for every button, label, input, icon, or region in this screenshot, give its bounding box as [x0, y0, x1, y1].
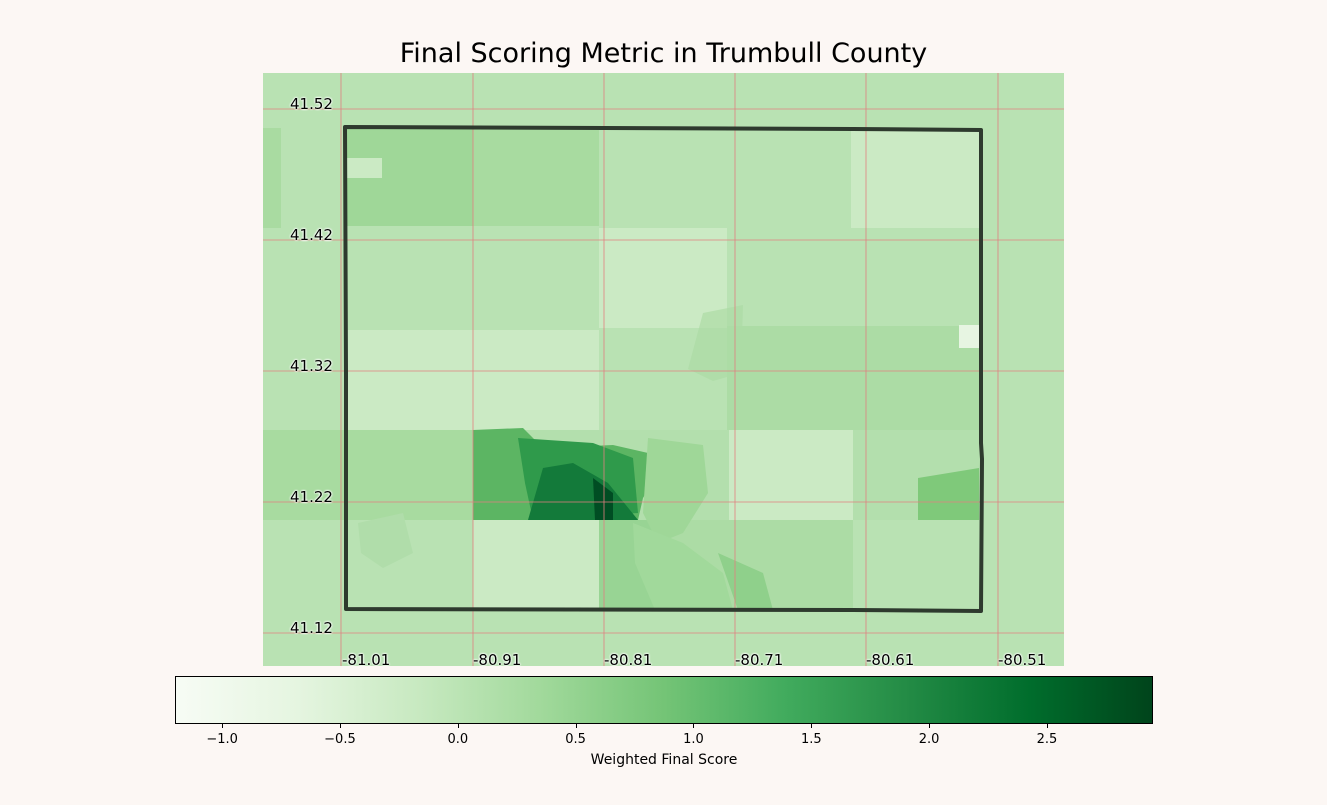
- colorbar-tick-label: 0.5: [565, 732, 586, 747]
- choropleth-map: [263, 73, 1064, 666]
- lon-tick-label: -80.91: [473, 651, 522, 669]
- colorbar-tick: [222, 723, 224, 728]
- colorbar-tick-label: 2.5: [1036, 732, 1058, 747]
- lon-tick-label: -80.71: [735, 651, 784, 669]
- county-boundary: [343, 125, 984, 613]
- map-canvas: [263, 73, 1064, 666]
- region-c3-urban: [688, 305, 743, 381]
- colorbar-tick-label: 0.0: [447, 732, 469, 747]
- region-n-center: [599, 129, 849, 226]
- colorbar-tick: [339, 723, 341, 728]
- region-left-strip: [263, 128, 281, 228]
- urban-fringe-east: [718, 553, 773, 610]
- urban-core-dark: [593, 478, 613, 520]
- colorbar-tick: [457, 723, 459, 728]
- region-nw-spot: [347, 158, 382, 178]
- lon-tick-label: -81.01: [342, 651, 391, 669]
- colorbar-tick-label: 1.0: [683, 732, 704, 747]
- region-ne: [851, 131, 981, 228]
- colorbar-tick: [575, 723, 577, 728]
- colorbar-tick: [811, 723, 813, 728]
- region-s-cleft: [473, 520, 599, 610]
- gridlines: [263, 73, 1064, 666]
- colorbar-tick-label: −0.5: [324, 732, 356, 747]
- urban-sw-cluster: [358, 513, 413, 568]
- colorbar-tick-label: 2.0: [918, 732, 940, 747]
- region-e2: [727, 228, 981, 328]
- colorbar-label: Weighted Final Score: [590, 752, 738, 768]
- region-e3-spot: [959, 325, 981, 348]
- lon-tick-label: -80.81: [604, 651, 653, 669]
- colorbar-tick: [929, 723, 931, 728]
- region-e3: [727, 326, 981, 430]
- region-fills: [263, 128, 981, 610]
- urban-fringe-south: [633, 523, 733, 610]
- lat-tick-label: 41.52: [290, 95, 333, 113]
- colorbar-tick: [693, 723, 695, 728]
- lat-tick-label: 41.42: [290, 226, 333, 244]
- lat-tick-label: 41.12: [290, 619, 333, 637]
- colorbar-tick-label: −1.0: [206, 732, 238, 747]
- region-e4a: [729, 430, 853, 520]
- urban-fringe: [643, 438, 708, 543]
- region-se: [853, 520, 981, 610]
- colorbar-tick: [1046, 723, 1048, 728]
- lon-tick-label: -80.51: [998, 651, 1047, 669]
- region-n-center-left: [473, 129, 599, 226]
- region-w4: [263, 430, 473, 520]
- region-c2: [599, 228, 727, 328]
- lat-tick-label: 41.32: [290, 357, 333, 375]
- region-e4-strip: [918, 468, 979, 520]
- lon-tick-label: -80.61: [866, 651, 915, 669]
- colorbar-tick-label: 1.5: [800, 732, 822, 747]
- colorbar: [175, 676, 1153, 724]
- lat-tick-label: 41.22: [290, 488, 333, 506]
- map-title: Final Scoring Metric in Trumbull County: [399, 38, 928, 69]
